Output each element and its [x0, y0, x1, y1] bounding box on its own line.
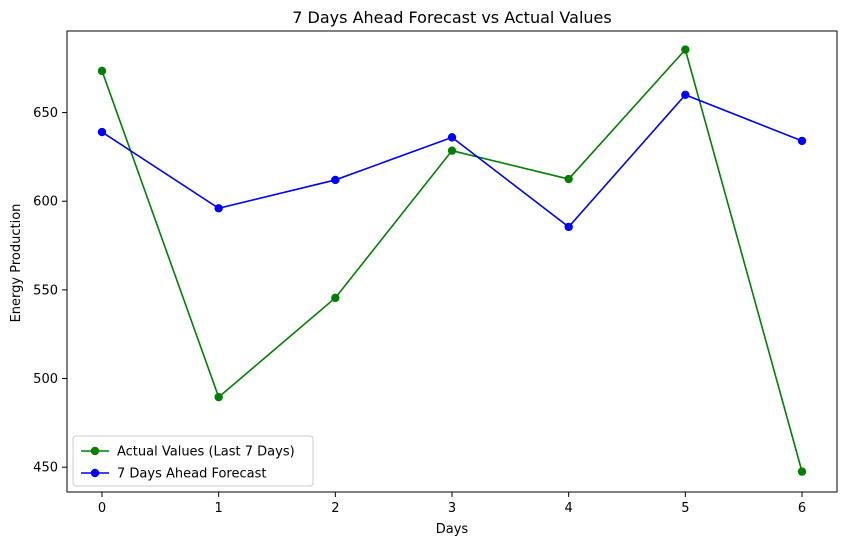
data-point: [97, 127, 107, 137]
series-1: [97, 45, 807, 476]
legend: Actual Values (Last 7 Days) 7 Days Ahead …: [72, 435, 314, 487]
data-point: [447, 146, 457, 155]
data-point: [681, 90, 690, 100]
x-tick-label: 1: [215, 501, 223, 516]
x-tick-label: 4: [565, 501, 573, 516]
legend-label: Actual Values (Last 7 Days): [117, 445, 295, 460]
x-tick-label: 2: [331, 501, 339, 516]
legend-marker: [90, 446, 100, 456]
legend-box: [72, 435, 314, 487]
data-point: [564, 174, 573, 184]
legend-marker: [90, 468, 100, 478]
data-point: [797, 467, 807, 476]
data-point: [797, 136, 807, 146]
x-tick-label: 0: [98, 501, 106, 516]
y-tick-label: 600: [33, 195, 58, 210]
y-tick-label: 500: [33, 372, 58, 387]
tick-layer: 0 1 2 3 4 5 6 450 500 550 600 650: [33, 106, 806, 516]
data-point: [97, 66, 107, 76]
series-2: [97, 90, 807, 232]
x-axis-label: Days: [436, 522, 469, 537]
y-tick-label: 450: [33, 461, 58, 476]
data-point: [214, 392, 223, 402]
x-tick-label: 5: [681, 501, 689, 516]
data-point: [214, 204, 223, 213]
y-tick-label: 550: [33, 283, 58, 298]
y-tick-label: 650: [33, 106, 58, 121]
data-point: [331, 175, 340, 185]
data-point: [564, 222, 573, 232]
data-point: [447, 133, 457, 142]
plot-area: [97, 45, 807, 476]
x-tick-label: 6: [798, 501, 806, 516]
legend-label: 7 Days Ahead Forecast: [117, 467, 266, 482]
chart-title: 7 Days Ahead Forecast vs Actual Values: [292, 8, 611, 27]
data-point: [331, 293, 340, 303]
data-point: [681, 45, 690, 54]
x-tick-label: 3: [448, 501, 456, 516]
y-axis-label: Energy Production: [9, 204, 24, 323]
